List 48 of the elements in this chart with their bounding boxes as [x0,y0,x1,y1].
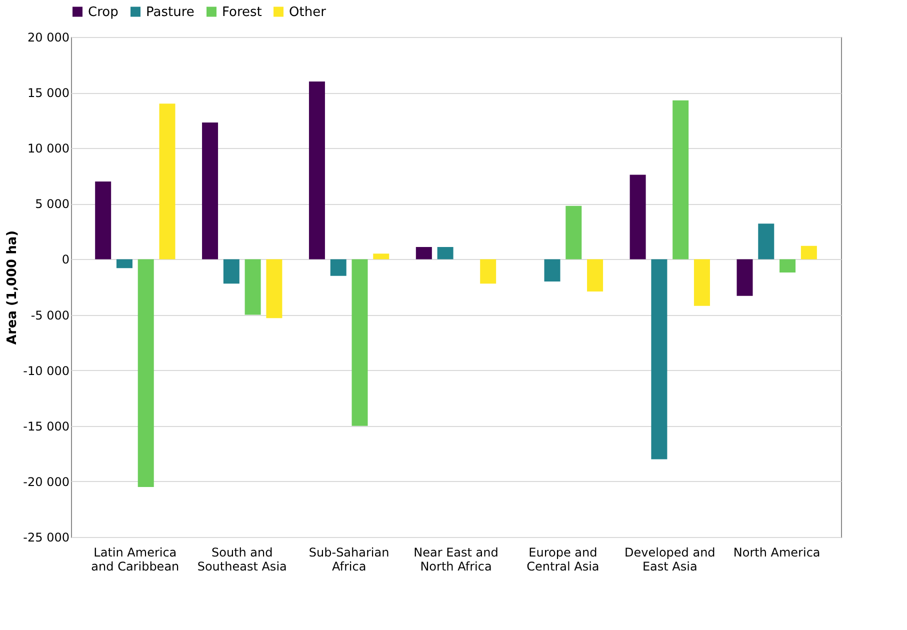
bar [223,259,240,284]
y-tick-label: -15 000 [23,419,70,434]
legend-label: Other [289,4,327,20]
y-tick-label: 5 000 [35,197,70,212]
legend-label: Forest [222,4,262,20]
bar [244,259,261,315]
x-tick-label: Latin America and Caribbean [91,546,180,574]
bar [437,247,454,260]
x-tick-label: Near East and North Africa [414,546,498,574]
bar [416,247,432,260]
bar [544,259,560,282]
bar [373,254,390,260]
bar [116,259,132,268]
bar [95,181,112,260]
legend-label: Crop [88,4,118,20]
bar [736,259,753,296]
y-tick-label: 0 [62,252,70,267]
bar [138,259,154,487]
y-tick-label: 20 000 [28,30,70,44]
legend-label: Pasture [146,4,194,20]
bar [758,224,774,260]
bar [672,100,689,260]
y-tick-label: -5 000 [30,308,70,322]
bar [352,259,368,426]
bar [566,206,582,260]
bar [159,104,176,260]
x-tick-label: North America [733,546,820,560]
bar [202,122,218,260]
y-tick-label: -20 000 [23,474,70,489]
bar [587,259,604,292]
bar [266,259,282,318]
bar [800,246,817,260]
x-tick-label: Sub-Saharian Africa [308,546,390,574]
y-tick-label: 15 000 [28,86,70,100]
x-tick-label: South and Southeast Asia [197,546,287,574]
bar [308,81,325,260]
bar [330,259,346,276]
y-axis-title: Area (1,000 ha) [5,230,20,345]
bar [630,174,646,260]
y-tick-label: -25 000 [23,530,70,544]
y-tick-label: -10 000 [23,364,70,378]
x-tick-label: Europe and Central Asia [526,546,600,574]
bar [480,259,496,284]
bar [694,259,710,306]
x-tick-label: Developed and East Asia [624,546,716,574]
bar [780,259,796,273]
bar [651,259,668,460]
y-tick-label: 10 000 [28,142,70,156]
